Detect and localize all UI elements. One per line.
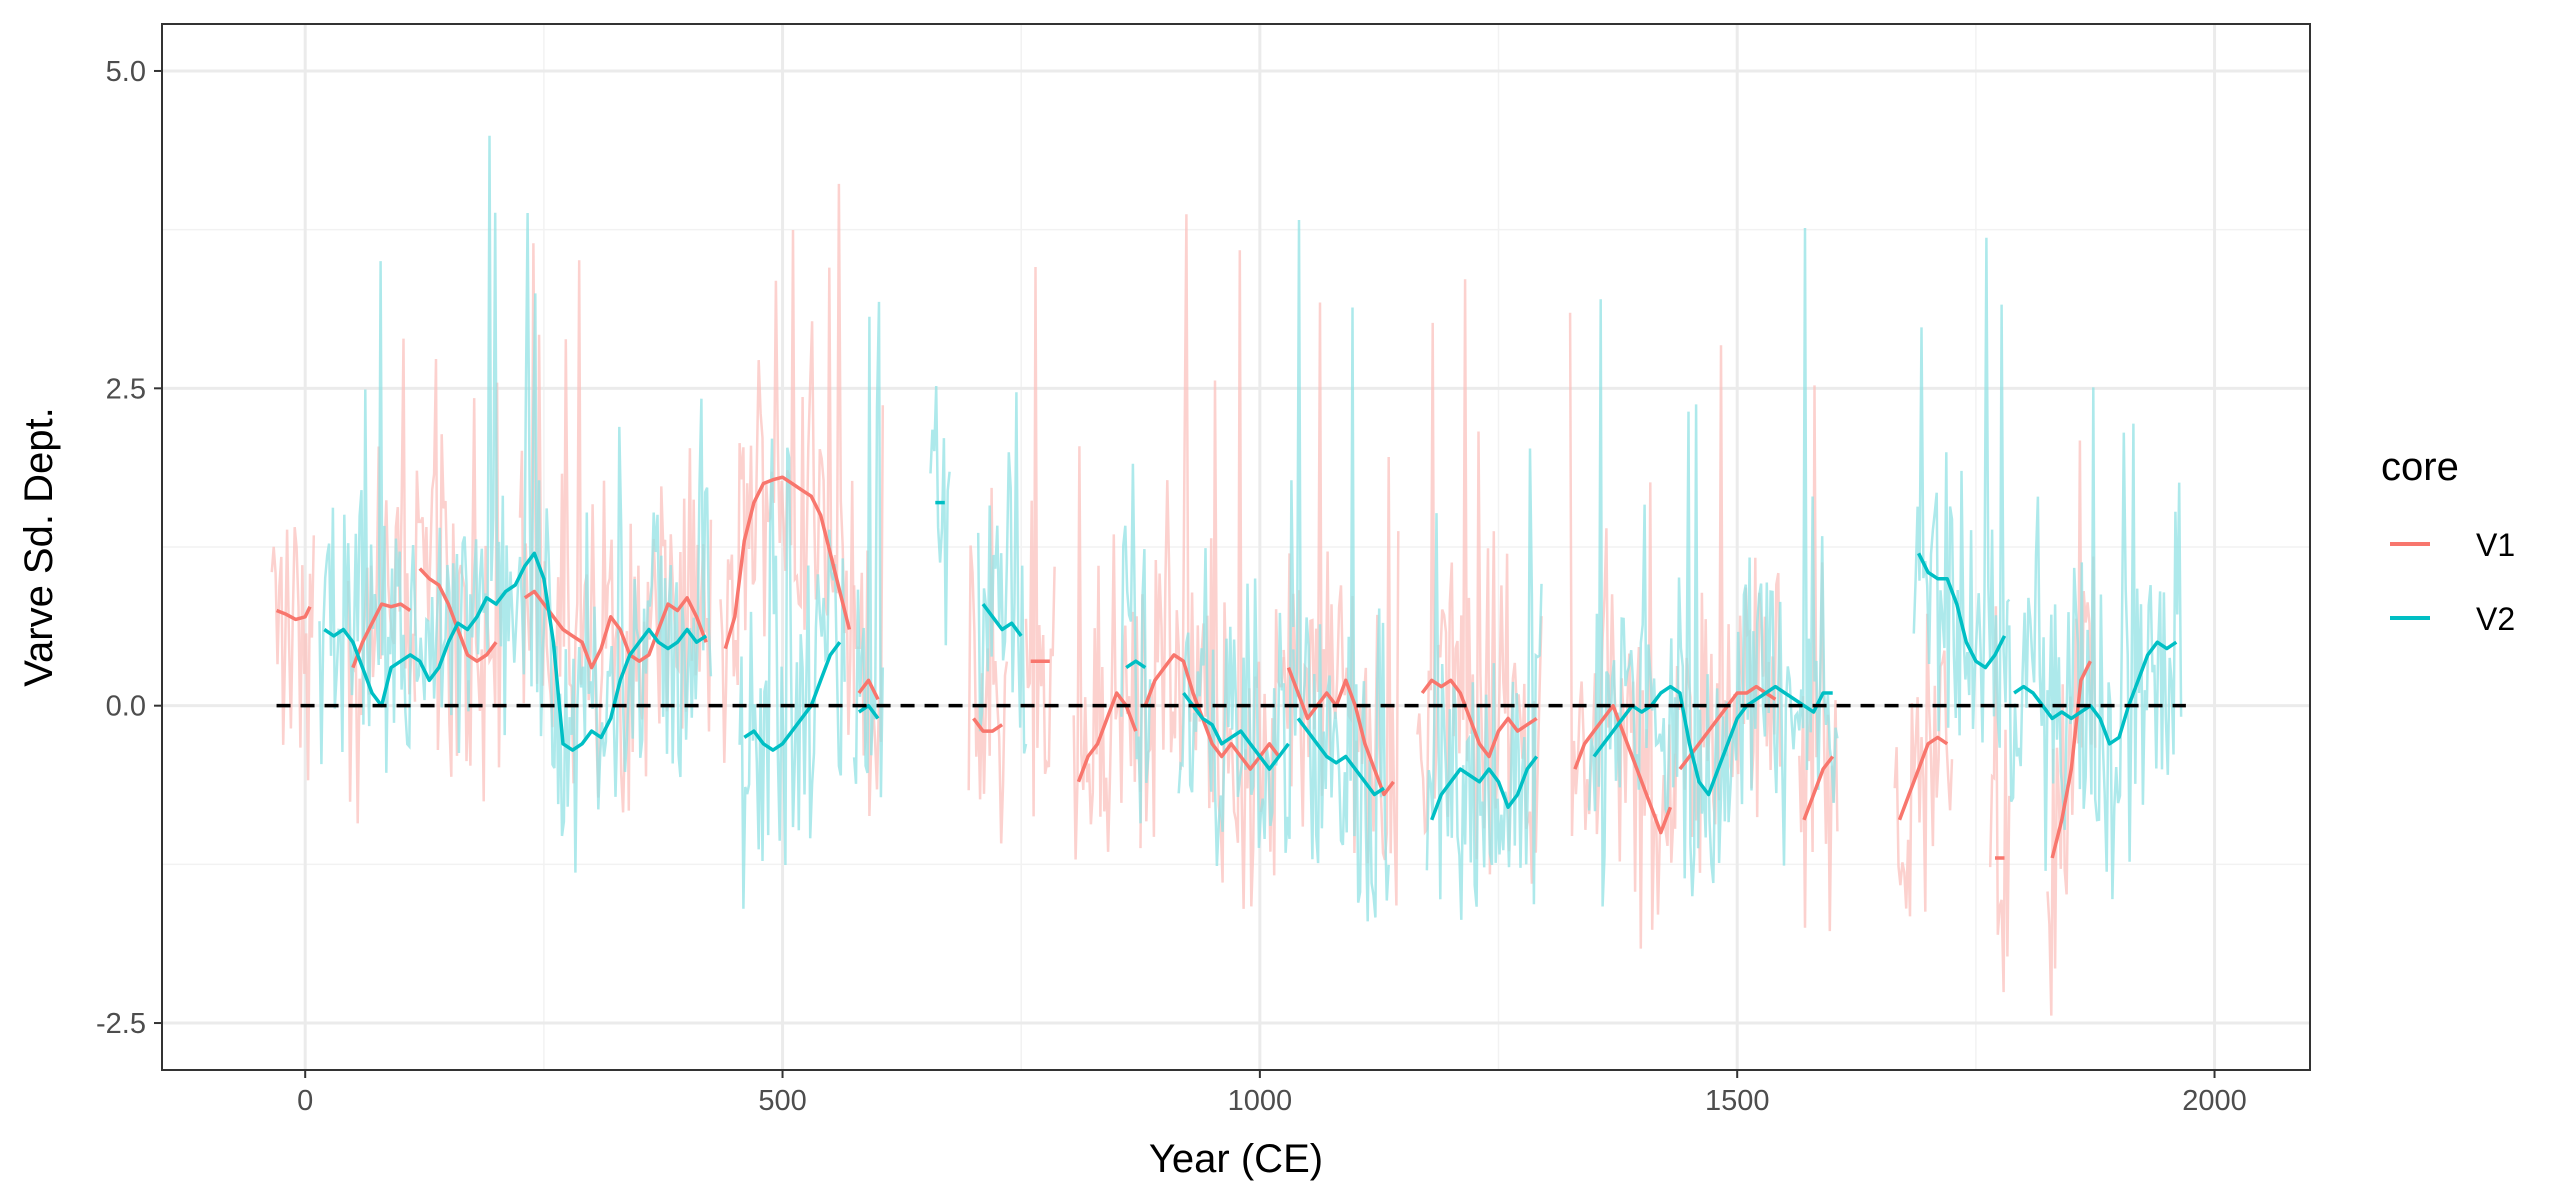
series-line-v2	[1917, 552, 2007, 670]
x-axis-title: Year (CE)	[1149, 1137, 1323, 1181]
series-line-v1	[857, 678, 880, 701]
series-line-v2	[1296, 717, 1385, 797]
raw-trace-v2	[1587, 227, 1839, 907]
raw-trace-v1	[1024, 266, 1056, 817]
series-layer	[275, 475, 2178, 860]
raw-trace-v2	[2008, 387, 2183, 900]
raw-trace-v2	[1292, 219, 1390, 922]
y-tick-label: 5.0	[106, 56, 146, 88]
raw-trace-v2	[1177, 480, 1295, 867]
raw-trace-v1	[1988, 606, 2011, 993]
y-axis-ticks: -2.5 0.0 2.5 5.0	[96, 56, 162, 1040]
x-tick-label: 2000	[2182, 1085, 2247, 1117]
raw-trace-v1	[1282, 302, 1400, 906]
series-line-v2	[743, 641, 842, 752]
y-tick-label: 0.0	[106, 691, 146, 723]
series-line-v1	[1897, 735, 1949, 821]
series-line-v1	[351, 602, 412, 669]
series-line-v2	[1125, 659, 1147, 670]
raw-trace-v2	[318, 135, 713, 873]
series-line-v2	[857, 703, 880, 720]
raw-trace-v2	[976, 392, 1028, 754]
series-line-v2	[323, 551, 708, 752]
series-line-v1	[523, 589, 708, 670]
y-tick-label: -2.5	[96, 1008, 146, 1040]
x-tick-label: 500	[758, 1085, 806, 1117]
plot-panel-border	[161, 23, 2311, 1071]
raw-trace-v2	[1912, 237, 2011, 748]
series-line-v1	[723, 475, 852, 650]
x-tick-label: 0	[297, 1085, 313, 1117]
series-line-v1	[972, 717, 1004, 733]
raw-trace-v2	[1425, 448, 1543, 920]
series-line-v1	[1420, 678, 1538, 759]
legend-label-v1: V1	[2476, 527, 2515, 563]
legend: core V1 V2	[2381, 445, 2515, 637]
raw-trace-v1	[1568, 312, 1677, 949]
raw-trace-v2	[738, 438, 846, 909]
series-line-v1	[275, 605, 312, 622]
legend-title: core	[2381, 445, 2459, 489]
series-line-v1	[2050, 660, 2092, 859]
series-line-v1	[1573, 703, 1673, 835]
y-axis-title: Varve Sd. Dept.	[17, 407, 61, 686]
raw-trace-v2	[929, 385, 951, 646]
series-line-v1	[1143, 653, 1281, 771]
series-line-v2	[981, 603, 1023, 637]
series-line-v2	[1182, 691, 1290, 771]
series-line-v1	[418, 567, 498, 663]
series-line-v1	[1802, 755, 1835, 821]
raw-trace-v1	[1893, 613, 1954, 917]
legend-label-v2: V2	[2476, 601, 2515, 637]
raw-trace-v1	[1072, 446, 1142, 860]
y-tick-label: 2.5	[106, 373, 146, 405]
x-tick-label: 1000	[1228, 1085, 1293, 1117]
series-line-v1	[1286, 666, 1395, 797]
x-axis-ticks: 0 500 1000 1500 2000	[297, 1070, 2247, 1117]
x-tick-label: 1500	[1705, 1085, 1770, 1117]
series-line-v2	[1430, 755, 1539, 821]
raw-trace-v2	[852, 301, 885, 798]
series-line-v2	[2013, 640, 2178, 746]
